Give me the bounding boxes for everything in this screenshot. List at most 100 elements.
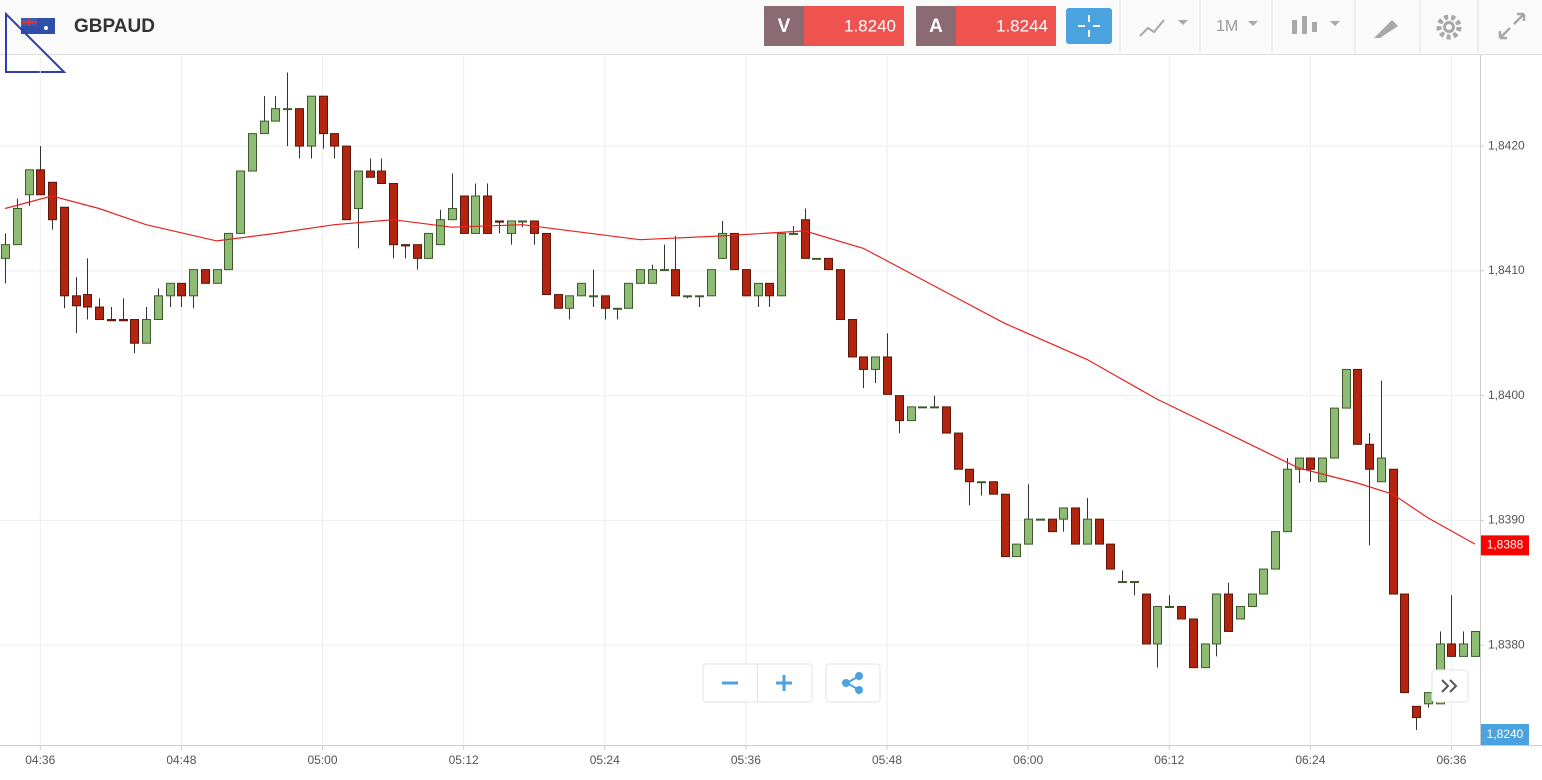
candle (330, 133, 339, 159)
candle-body (342, 145, 351, 221)
candle-body (1330, 407, 1339, 459)
x-tick-label: 06:00 (1013, 753, 1043, 767)
candle-body (330, 133, 339, 147)
candle-body (495, 220, 504, 223)
candle-body (754, 282, 763, 297)
settings-button[interactable] (1436, 14, 1462, 40)
candle (777, 232, 786, 297)
candle-body (801, 219, 810, 259)
candle-body (507, 220, 516, 234)
x-tick-label: 05:00 (308, 753, 338, 767)
candle-body (671, 269, 680, 297)
candle (518, 220, 527, 228)
grid (0, 55, 1484, 750)
candle-body (683, 295, 692, 298)
candle (1212, 593, 1221, 657)
candle-body (436, 219, 445, 246)
candle (389, 183, 398, 259)
candle-body (1, 244, 10, 259)
share-button[interactable] (825, 663, 881, 703)
candle-body (1189, 618, 1198, 669)
candle (730, 232, 739, 271)
candle (836, 269, 845, 321)
cursor-badge: 1,8240 (1481, 724, 1529, 745)
candle (471, 183, 480, 234)
crosshair-button[interactable] (1066, 8, 1112, 44)
x-tick-label: 05:12 (449, 753, 479, 767)
candle-body (483, 195, 492, 234)
drawing-button[interactable] (1374, 20, 1398, 38)
candle (107, 307, 116, 322)
candle-style-button[interactable] (1292, 16, 1340, 34)
candle (1271, 531, 1280, 570)
candle-body (224, 232, 233, 271)
scroll-to-end-button[interactable] (1431, 669, 1469, 703)
candle-body (954, 432, 963, 470)
candle (1389, 468, 1398, 595)
candle (742, 269, 751, 297)
candle (401, 244, 410, 259)
candle (1177, 606, 1186, 620)
candle (589, 269, 598, 308)
candle (448, 173, 457, 221)
candle (495, 220, 504, 234)
candle-body (448, 207, 457, 221)
candle (72, 277, 81, 334)
candle-body (1130, 581, 1139, 584)
candle-body (601, 295, 610, 309)
candle-body (1447, 643, 1456, 657)
candle-body (401, 244, 410, 247)
fullscreen-button[interactable] (1498, 12, 1526, 40)
x-tick-label: 05:24 (590, 753, 620, 767)
candle (1118, 570, 1127, 584)
x-tick-label: 06:12 (1154, 753, 1184, 767)
candle (1365, 433, 1374, 546)
sell-button[interactable]: V 1.8240 (764, 6, 904, 46)
candle (83, 258, 92, 320)
y-tick-label: 1,8410 (1488, 263, 1525, 277)
candle (977, 481, 986, 496)
candle (1001, 493, 1010, 558)
y-tick-label: 1,8380 (1488, 637, 1525, 651)
candle-body (1259, 568, 1268, 595)
chart-type-button[interactable] (1139, 19, 1188, 37)
candle (754, 282, 763, 308)
x-tick-label: 06:24 (1295, 753, 1325, 767)
candle (554, 294, 563, 309)
zoom-in-button[interactable] (776, 675, 792, 691)
candle-body (518, 220, 527, 223)
candle-body (777, 232, 786, 297)
candle-body (1153, 606, 1162, 645)
candle (319, 95, 328, 149)
candle-body (871, 356, 880, 370)
candle (1424, 692, 1433, 708)
candle (154, 288, 163, 321)
candle-body (718, 232, 727, 259)
flag-icon (21, 18, 55, 34)
candle-body (260, 120, 269, 135)
candle (624, 282, 633, 309)
candle (954, 432, 963, 470)
candle (1248, 593, 1257, 608)
candle-body (648, 269, 657, 284)
timeframe-button[interactable]: 1M (1216, 18, 1258, 35)
candle-body (1342, 368, 1351, 409)
candle (307, 95, 316, 159)
candle-body (154, 295, 163, 321)
candle (1236, 606, 1245, 620)
candle (942, 406, 951, 434)
candle-body (1295, 457, 1304, 470)
buy-label: A (929, 16, 943, 37)
candle-body (1118, 581, 1127, 584)
x-tick-label: 04:36 (25, 753, 55, 767)
candle-body (189, 269, 198, 297)
timeframe: 1M (1216, 18, 1238, 35)
candle-body (695, 295, 704, 298)
candle (460, 195, 469, 234)
candle-body (1024, 518, 1033, 545)
candle-body (1412, 705, 1421, 719)
candle-body (413, 244, 422, 259)
candle-body (707, 269, 716, 297)
buy-button[interactable]: A 1.8244 (916, 6, 1056, 46)
candle (1201, 643, 1210, 669)
